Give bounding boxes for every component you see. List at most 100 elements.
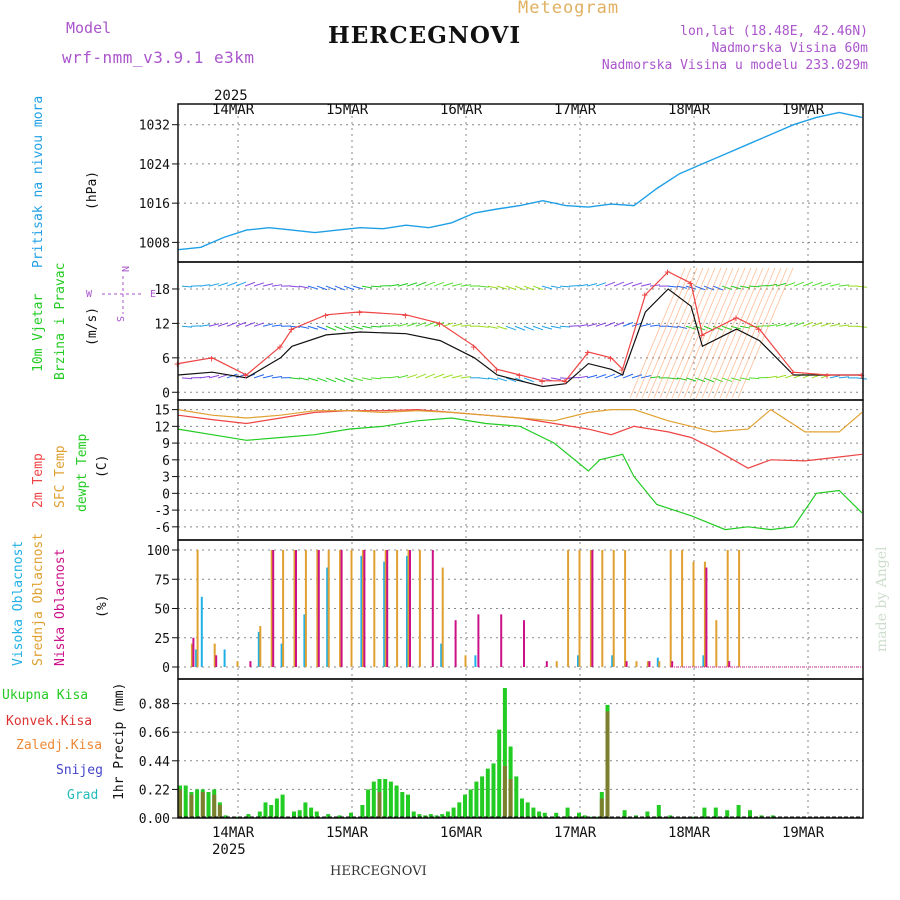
wind-arrow — [424, 281, 436, 287]
wind-arrow — [343, 285, 355, 291]
y-tick-label: 0 — [162, 487, 170, 502]
wind-arrow — [406, 322, 418, 327]
wind-arrow — [811, 281, 823, 287]
niska-cloud-bar — [409, 550, 411, 667]
wind-arrow — [757, 285, 769, 287]
top-date-tick: 15MAR — [326, 102, 369, 118]
precip-total-bar — [428, 814, 433, 818]
y-tick-label: 1016 — [139, 197, 170, 212]
precip-total-bar — [440, 814, 445, 818]
wind-arrow — [757, 325, 769, 327]
precip-total-bar — [337, 815, 342, 818]
temp-ylabel: (C) — [95, 455, 110, 478]
srednja-cloud-bar — [715, 620, 718, 667]
precip-total-bar — [480, 776, 485, 818]
wind-arrow — [316, 285, 328, 291]
niska-cloud-bar — [705, 567, 708, 667]
wind-arrow — [683, 267, 740, 399]
precip-total-bar — [314, 811, 319, 818]
wind-arrow — [406, 282, 418, 287]
legend-zaledj: Zaledj.Kisa — [16, 738, 102, 753]
wind-arrow — [838, 284, 850, 287]
wind-gust-marker: + — [277, 340, 284, 353]
wind-gust-marker: + — [562, 375, 569, 388]
precip-total-bar — [388, 781, 393, 818]
wind-arrow — [694, 285, 706, 291]
precip-total-bar — [309, 807, 314, 818]
meteogram-label: Meteogram — [518, 0, 620, 18]
wind-arrow — [433, 281, 445, 287]
niska-cloud-bar — [591, 550, 594, 667]
precip-total-bar — [400, 792, 405, 818]
wind-arrow — [235, 321, 247, 327]
srednja-cloud-bar — [339, 550, 342, 667]
precip-total-bar — [514, 776, 519, 818]
wind-arrow — [460, 324, 472, 327]
srednja-cloud-bar — [567, 550, 570, 667]
niska-cloud-bar — [340, 550, 343, 667]
visoka-cloud-bar — [257, 631, 260, 667]
wind-gust-line — [177, 270, 862, 382]
legend-grad: Grad — [67, 788, 98, 803]
wind-arrow — [478, 377, 490, 380]
precip-total-bar — [274, 798, 279, 818]
wind-arrow — [856, 377, 868, 380]
wind-arrow — [641, 267, 698, 399]
precip-total-bar — [292, 811, 296, 818]
wind-arrow — [370, 325, 382, 328]
precip-conv-bar — [605, 711, 610, 818]
credit-label: made by Angel — [874, 546, 890, 652]
srednja-cloud-bar — [726, 550, 729, 667]
wind-arrow — [757, 376, 769, 379]
y-tick-label: 1008 — [139, 236, 170, 251]
wind-arrow — [775, 282, 787, 287]
niska-cloud-bar — [431, 550, 434, 667]
niska-cloud-bar — [249, 661, 252, 667]
wind-arrow — [604, 373, 616, 379]
wind-arrow — [689, 267, 746, 399]
wind-gust-marker: + — [584, 346, 591, 359]
precip-total-bar — [195, 789, 200, 818]
niska-cloud-bar — [671, 661, 674, 667]
bottom-date-tick: 18MAR — [668, 825, 711, 841]
srednja-cloud-bar — [407, 550, 410, 667]
wind-gust-marker: + — [356, 306, 363, 319]
precip-conv-bar — [189, 794, 194, 818]
wind-arrow — [271, 284, 283, 287]
wind-arrow — [334, 325, 346, 331]
model-elevation-label: Nadmorska Visina u modelu 233.029m — [601, 58, 868, 73]
visoka-cloud-bar — [200, 596, 203, 667]
wind-arrow — [604, 281, 616, 287]
wind-arrow — [352, 325, 364, 330]
wind-arrow — [631, 282, 643, 287]
srednja-cloud-bar — [259, 626, 262, 667]
precip-total-bar — [702, 807, 707, 818]
precip-total-bar — [457, 802, 462, 818]
wind-arrow — [397, 374, 409, 379]
niska-cloud-bar — [192, 637, 195, 667]
coords-label: lon,lat (18.48E, 42.46N) — [680, 24, 868, 39]
y-tick-label: 15 — [154, 404, 170, 419]
wind-arrow — [343, 325, 355, 331]
y-tick-label: 75 — [154, 573, 170, 588]
wind-arrow — [298, 325, 310, 329]
wind-arrow — [766, 375, 778, 379]
legend-konvek: Konvek.Kisa — [6, 714, 92, 729]
wind-arrow — [640, 323, 652, 327]
wind-arrow — [739, 325, 751, 329]
wind-arrow — [487, 325, 499, 329]
wind-arrow — [550, 325, 562, 329]
precip-total-bar — [577, 812, 581, 818]
visoka-cloud-bar — [406, 555, 408, 667]
y-tick-label: 0.44 — [139, 755, 170, 770]
precip-conv-bar — [212, 794, 217, 818]
station-title: HERCEGNOVI — [328, 22, 522, 49]
wind-arrow — [514, 285, 526, 291]
srednja-cloud-bar — [601, 550, 604, 667]
wind-gust-marker: + — [641, 289, 648, 302]
precip-conv-bar — [502, 766, 507, 818]
precip-total-bar — [366, 789, 371, 818]
wind-arrow — [262, 283, 274, 287]
niska-cloud-bar — [523, 620, 525, 667]
visoka-cloud-bar — [326, 567, 329, 667]
